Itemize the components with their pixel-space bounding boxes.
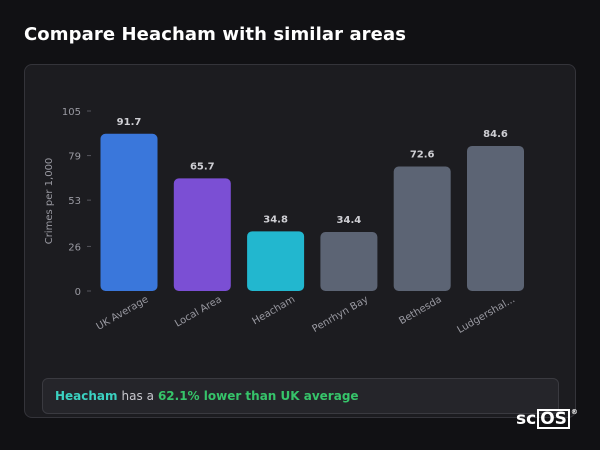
x-category-label: Bethesda	[397, 294, 443, 327]
bar	[247, 231, 305, 291]
summary-comparison: 62.1% lower than UK average	[157, 389, 359, 403]
y-tick-label: 79	[68, 152, 81, 163]
y-tick-label: 105	[62, 107, 81, 118]
summary-area-name: Heacham	[55, 389, 118, 403]
bar-chart: 0 26 53 79 105 Crimes per 1,000 91.7 UK Average…	[44, 107, 524, 336]
logo-sc: sc	[516, 409, 537, 429]
comparison-summary: Heacham has a 62.1% lower than UK averag…	[42, 378, 559, 414]
bar-value-label: 65.7	[190, 161, 215, 172]
y-tick-label: 53	[68, 196, 81, 207]
x-category-label: UK Average	[95, 294, 151, 333]
bar-value-label: 34.4	[337, 215, 362, 226]
bar	[173, 178, 231, 291]
y-tick-label: 0	[75, 287, 81, 298]
x-category-label: Local Area	[173, 294, 224, 330]
scos-logo: sc OS ®	[516, 408, 578, 430]
bar	[393, 166, 451, 291]
x-category-label: Heacham	[250, 294, 297, 327]
bar	[100, 133, 158, 291]
bar-value-label: 91.7	[117, 117, 142, 128]
logo-os: OS	[537, 409, 570, 429]
bar-value-label: 84.6	[483, 129, 508, 140]
x-category-label: Ludgershal...	[455, 294, 517, 336]
chart-card: 0 26 53 79 105 Crimes per 1,000 91.7 UK Average…	[24, 64, 576, 418]
bar	[320, 232, 378, 291]
x-category-label: Penrhyn Bay	[311, 294, 371, 335]
bar-value-label: 34.8	[263, 214, 288, 225]
y-axis-title: Crimes per 1,000	[44, 158, 55, 245]
bar-value-label: 72.6	[410, 150, 435, 161]
page-title: Compare Heacham with similar areas	[24, 24, 407, 45]
y-tick-label: 26	[68, 242, 81, 253]
summary-connector: has a	[121, 389, 154, 403]
bar	[467, 145, 524, 291]
logo-registered-mark: ®	[570, 408, 578, 416]
